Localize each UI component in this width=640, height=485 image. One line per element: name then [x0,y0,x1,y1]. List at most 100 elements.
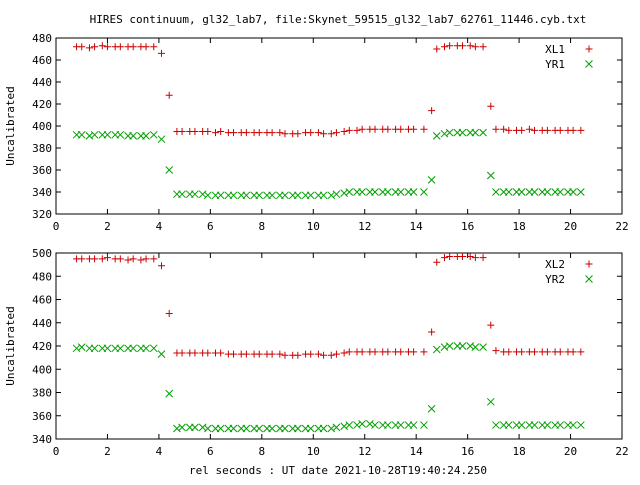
panel-1-point-xl1 [129,43,137,51]
panel-2-point-yr2 [293,424,302,433]
panel-2-point-xl2 [440,254,448,262]
panel-2-point-yr2 [77,343,86,352]
panel-1-point-xl1 [116,43,124,51]
panel-2-point-yr2 [191,423,199,432]
panel-1-point-xl1 [556,126,564,134]
panel-1-point-yr1 [543,188,552,196]
panel-1-x-tick-label: 4 [156,220,163,233]
panel-1-point-xl1 [157,49,165,57]
panel-1-point-yr1 [255,191,264,200]
panel-1-point-yr1 [178,190,186,199]
panel-2-y-tick-label: 440 [32,317,52,330]
panel-1-point-yr1 [306,191,315,200]
panel-1-point-yr1 [396,188,405,196]
panel-1-x-tick-label: 18 [512,220,525,233]
panel-1-point-xl1 [525,125,533,133]
panel-1-point-yr1 [432,132,441,140]
panel-2-point-yr2 [466,342,475,350]
panel-2-y-tick-label: 400 [32,363,52,376]
panel-2-point-xl2 [314,350,322,358]
panel-2-point-xl2 [466,252,474,260]
panel-2-point-xl2 [320,351,328,359]
panel-2-point-yr2 [471,343,480,352]
panel-2-point-yr2 [198,423,207,432]
panel-2-point-yr2 [396,421,405,429]
panel-2-point-yr2 [149,344,158,353]
panel-2-x-tick-label: 6 [207,445,214,458]
panel-1-point-yr1 [191,190,199,199]
panel-1-point-xl1 [165,91,173,99]
panel-2-x-tick-label: 12 [358,445,371,458]
panel-2-legend-label-yr2: YR2 [545,273,565,286]
panel-2-point-xl2 [103,254,111,262]
panel-2-y-tick-label: 460 [32,294,52,307]
panel-2-point-yr2 [432,345,441,354]
panel-2-point-xl2 [543,348,551,356]
panel-2-point-yr2 [157,350,166,358]
panel-2-point-yr2 [556,421,565,429]
panel-2-x-tick-label: 4 [156,445,163,458]
panel-1-point-xl1 [371,125,379,133]
panel-2-point-yr2 [440,343,449,352]
panel-1-legend-label-xl1: XL1 [545,43,565,56]
panel-2-point-xl2 [137,256,145,264]
panel-2-point-yr2 [492,421,500,429]
panel-1-point-xl1 [142,43,150,51]
panel-1-point-xl1 [543,126,551,134]
panel-1-point-xl1 [531,126,539,134]
panel-1-point-xl1 [91,43,99,51]
panel-1-point-xl1 [410,125,418,133]
panel-1-point-xl1 [500,125,508,133]
panel-1-point-xl1 [420,125,428,133]
panel-2-point-xl2 [150,255,158,263]
panel-1-x-tick-label: 2 [104,220,111,233]
panel-1-point-yr1 [409,188,418,196]
panel-2-point-xl2 [204,349,212,357]
panel-1-point-xl1 [78,43,86,51]
panel-1-point-xl1 [358,125,366,133]
panel-2-point-yr2 [229,424,238,433]
panel-2-point-xl2 [157,262,165,270]
panel-1-point-xl1 [85,44,93,52]
panel-2-x-tick-label: 22 [615,445,628,458]
panel-1-y-tick-label: 380 [32,142,52,155]
panel-1-point-xl1 [332,129,340,137]
panel-1-x-tick-label: 12 [358,220,371,233]
panel-1-point-xl1 [505,126,513,134]
panel-2-point-xl2 [345,348,353,356]
panel-1-point-yr1 [427,176,436,184]
panel-2-point-yr2 [384,421,392,429]
panel-1-point-xl1 [314,129,322,137]
panel-2-point-yr2 [129,344,138,353]
panel-2-point-yr2 [366,420,374,428]
panel-1-point-xl1 [204,128,212,135]
chart-title: HIRES continuum, gl32_lab7, file:Skynet_… [90,13,587,26]
panel-2-point-xl2 [268,350,276,358]
panel-1-point-xl1 [103,43,111,51]
panel-1-point-yr1 [556,188,565,196]
panel-1-point-xl1 [384,125,392,133]
panel-1-point-xl1 [268,129,276,137]
panel-1-x-tick-label: 6 [207,220,214,233]
panel-2-point-xl2 [116,255,124,263]
panel-1-frame [55,37,623,215]
panel-1-point-yr1 [569,188,577,196]
panel-2-point-yr2 [116,344,125,353]
panel-2-point-xl2 [340,349,348,357]
panel-2-point-xl2 [276,350,284,358]
panel-1-point-yr1 [371,188,379,196]
panel-2-x-tick-label: 20 [564,445,577,458]
panel-1-point-yr1 [340,189,348,197]
panel-2-point-yr2 [332,423,341,432]
panel-2-point-yr2 [530,421,539,429]
panel-1-point-yr1 [242,191,251,200]
panel-2-point-yr2 [543,421,552,429]
panel-2-point-yr2 [420,421,428,429]
panel-1-point-yr1 [420,188,428,196]
panel-2-point-xl2 [458,252,466,260]
panel-2-y-tick-label: 480 [32,270,52,283]
panel-1-point-xl1 [458,42,466,50]
panel-2-point-yr2 [268,424,276,433]
panel-2-point-yr2 [517,421,526,429]
panel-2-legend-marker-yr2 [585,275,593,283]
